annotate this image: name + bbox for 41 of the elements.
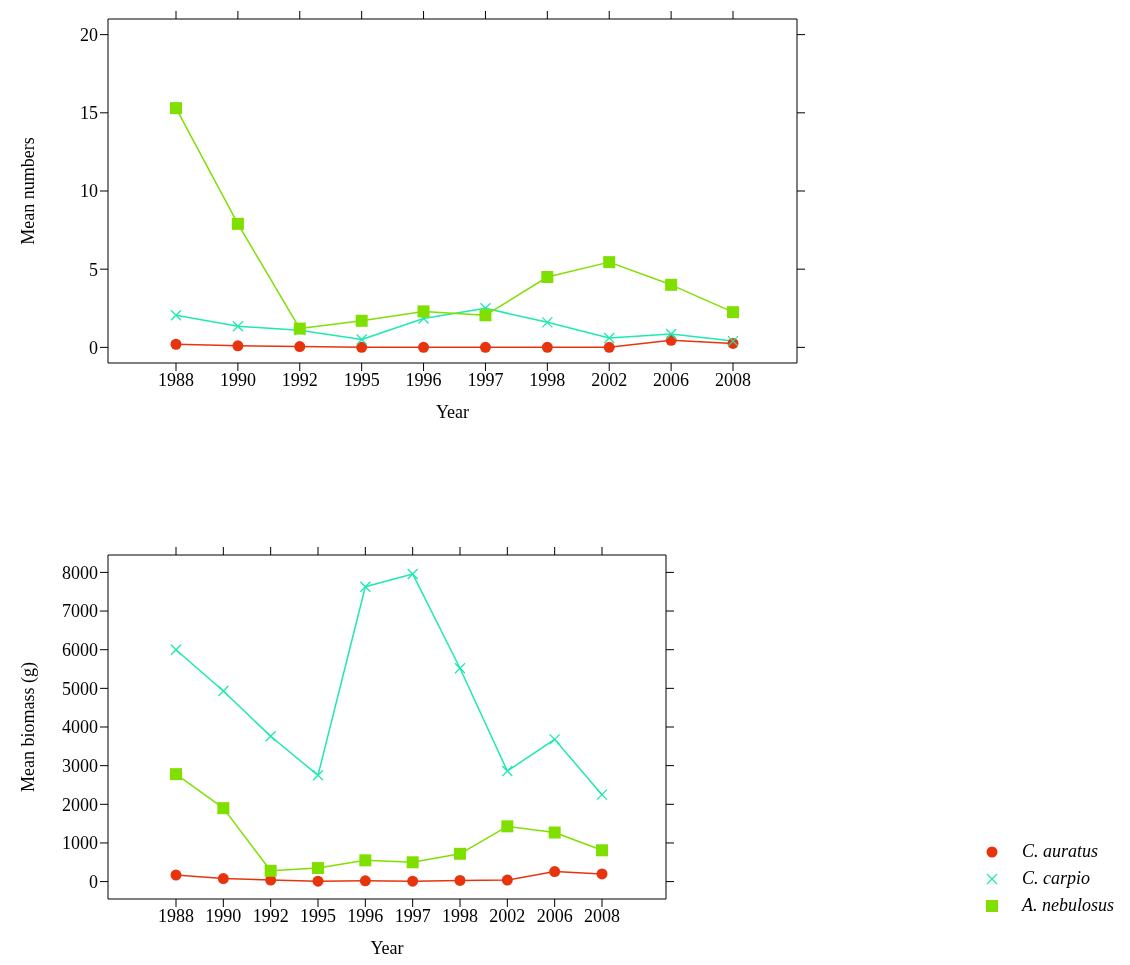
- x-tick-label: 2002: [489, 905, 526, 926]
- legend-label: C. carpio: [1022, 868, 1091, 889]
- y-tick-label: 6000: [62, 640, 98, 661]
- legend-label: C. auratus: [1022, 841, 1099, 862]
- x-tick-label: 2008: [715, 369, 751, 390]
- x-tick-label: 2006: [536, 905, 573, 926]
- x-tick-label: 1990: [205, 905, 242, 926]
- y-axis-title: Mean biomass (g): [18, 662, 40, 792]
- x-tick-label: 1992: [281, 369, 318, 390]
- x-tick-label: 2008: [584, 905, 620, 926]
- y-tick-label: 7000: [62, 601, 98, 622]
- x-tick-label: 1998: [529, 369, 566, 390]
- y-tick-label: 0: [89, 872, 98, 892]
- y-tick-label: 20: [80, 25, 98, 46]
- x-tick-label: 1998: [442, 905, 478, 926]
- y-tick-label: 15: [80, 103, 98, 124]
- y-tick-label: 3000: [62, 756, 98, 777]
- y-tick-label: 0: [89, 337, 98, 358]
- x-tick-label: 1997: [467, 369, 504, 390]
- y-tick-label: 10: [80, 181, 98, 202]
- x-axis-title: Year: [370, 938, 404, 958]
- y-tick-label: 1000: [62, 833, 98, 854]
- x-tick-label: 1988: [158, 905, 194, 926]
- y-tick-label: 8000: [62, 562, 98, 583]
- y-axis-title: Mean numbers: [18, 137, 39, 245]
- x-tick-label: 1995: [343, 369, 380, 390]
- legend-label: A. nebulosus: [1022, 895, 1114, 916]
- x-axis-title: Year: [435, 402, 470, 422]
- x-tick-label: 1992: [252, 905, 289, 926]
- y-tick-label: 5: [89, 259, 98, 280]
- x-tick-label: 1997: [394, 905, 431, 926]
- y-tick-label: 5000: [62, 678, 98, 699]
- x-tick-label: 2006: [653, 369, 690, 390]
- x-tick-label: 1990: [219, 369, 256, 390]
- y-tick-label: 4000: [62, 717, 98, 738]
- x-tick-label: 2002: [591, 369, 628, 390]
- x-tick-label: 1995: [300, 905, 336, 926]
- y-tick-label: 2000: [62, 794, 98, 815]
- x-tick-label: 1996: [405, 369, 442, 390]
- x-tick-label: 1996: [347, 905, 384, 926]
- x-tick-label: 1988: [158, 369, 194, 390]
